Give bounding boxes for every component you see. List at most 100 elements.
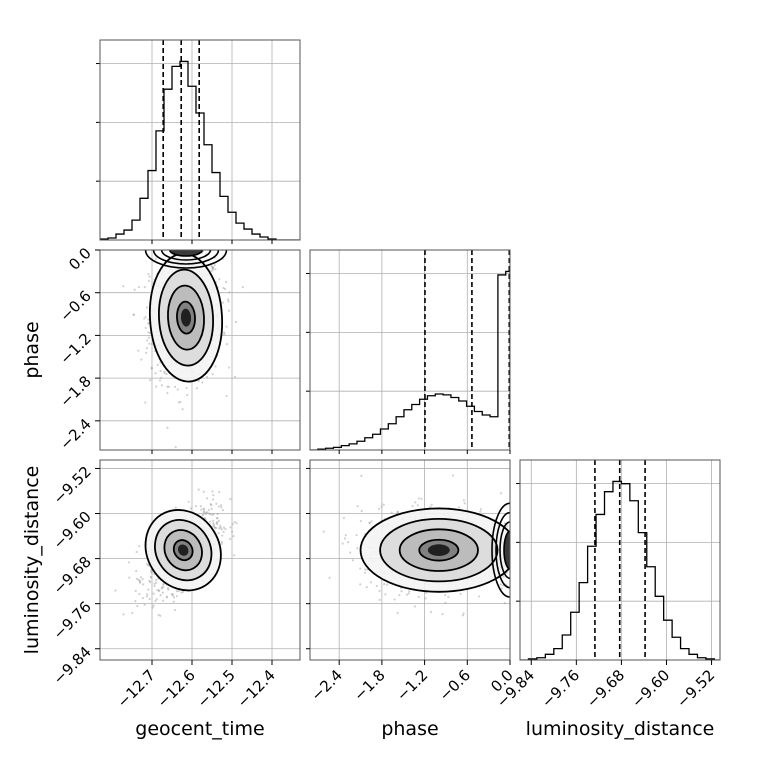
scatter-point bbox=[159, 594, 162, 597]
x-tick-label-phase: −2.4 bbox=[308, 666, 346, 704]
scatter-point bbox=[165, 595, 168, 598]
scatter-point bbox=[223, 331, 226, 334]
scatter-point bbox=[368, 521, 371, 524]
scatter-point bbox=[230, 530, 234, 533]
scatter-point bbox=[235, 522, 238, 525]
scatter-point bbox=[499, 583, 502, 586]
scatter-point bbox=[369, 581, 372, 584]
scatter-point bbox=[211, 373, 214, 376]
scatter-point bbox=[167, 385, 170, 388]
contour-line-0 bbox=[418, 538, 460, 562]
scatter-point bbox=[134, 589, 137, 592]
scatter-point bbox=[141, 597, 145, 600]
scatter-point bbox=[349, 551, 352, 554]
scatter-point bbox=[479, 508, 483, 511]
scatter-point bbox=[150, 367, 153, 370]
scatter-point bbox=[215, 526, 218, 530]
scatter-point bbox=[154, 385, 158, 388]
scatter-point bbox=[211, 490, 214, 493]
scatter-point bbox=[218, 491, 221, 494]
panel-frame bbox=[309, 249, 511, 451]
scatter-point bbox=[154, 257, 157, 260]
scatter-point bbox=[151, 606, 154, 609]
scatter-point bbox=[478, 595, 481, 598]
scatter-point bbox=[143, 603, 146, 606]
scatter-point bbox=[147, 336, 151, 339]
scatter-point bbox=[216, 523, 219, 526]
scatter-point bbox=[216, 512, 219, 516]
edge-contour bbox=[499, 521, 510, 580]
scatter-point bbox=[224, 287, 227, 291]
scatter-point bbox=[220, 542, 223, 545]
scatter-point bbox=[233, 375, 237, 379]
y-tick-label-phase: 0.0 bbox=[65, 244, 95, 274]
scatter-point bbox=[364, 571, 367, 574]
scatter-point bbox=[413, 605, 416, 608]
scatter-point bbox=[179, 400, 182, 404]
density-peak bbox=[427, 544, 450, 556]
contour-line-3 bbox=[359, 507, 510, 593]
scatter-point bbox=[503, 602, 506, 605]
scatter-point bbox=[229, 537, 232, 540]
scatter-point bbox=[211, 266, 214, 269]
scatter-point bbox=[207, 508, 210, 512]
scatter-point bbox=[173, 385, 177, 388]
scatter-point bbox=[380, 505, 383, 508]
scatter-point bbox=[452, 474, 455, 477]
scatter-point bbox=[204, 512, 207, 516]
scatter-point bbox=[218, 527, 221, 530]
scatter-point bbox=[136, 604, 139, 608]
scatter-point bbox=[232, 535, 235, 538]
scatter-point bbox=[177, 401, 181, 404]
scatter-point bbox=[233, 554, 236, 557]
scatter-point bbox=[234, 320, 238, 324]
edge-contour bbox=[495, 511, 510, 589]
scatter-point bbox=[149, 576, 152, 579]
panel-frame bbox=[309, 459, 511, 661]
x-tick-label-geocent_time: −12.6 bbox=[154, 666, 199, 711]
x-axis-label-geocent_time: geocent_time bbox=[135, 718, 264, 740]
scatter-point bbox=[233, 521, 236, 524]
edge-contour bbox=[160, 250, 212, 261]
scatter-point bbox=[194, 505, 197, 508]
histogram-step-luminosity_distance bbox=[520, 480, 720, 660]
scatter-point bbox=[146, 339, 149, 342]
edge-contour bbox=[503, 530, 510, 570]
scatter-point bbox=[429, 505, 432, 509]
scatter-point bbox=[143, 317, 146, 320]
scatter-point bbox=[214, 268, 217, 271]
y-axis-label-luminosity_distance: luminosity_distance bbox=[21, 466, 43, 655]
contour-line-3 bbox=[144, 509, 222, 592]
scatter-point bbox=[144, 401, 147, 404]
scatter-point bbox=[213, 526, 216, 529]
scatter-point bbox=[459, 592, 462, 595]
scatter-point bbox=[344, 534, 347, 537]
scatter-point bbox=[411, 504, 414, 508]
scatter-point bbox=[172, 596, 176, 599]
scatter-point bbox=[149, 378, 152, 382]
scatter-point bbox=[211, 267, 214, 270]
scatter-point bbox=[383, 583, 386, 586]
scatter-point bbox=[430, 503, 433, 506]
scatter-point bbox=[210, 264, 213, 268]
scatter-point bbox=[154, 372, 157, 375]
scatter-point bbox=[175, 590, 179, 593]
scatter-point bbox=[393, 598, 396, 601]
scatter-point bbox=[214, 365, 217, 368]
x-tick-label-geocent_time: −12.7 bbox=[114, 666, 159, 711]
scatter-point bbox=[162, 585, 165, 589]
scatter-point bbox=[165, 596, 168, 599]
scatter-point bbox=[156, 588, 159, 592]
scatter-point bbox=[138, 592, 141, 596]
scatter-point bbox=[147, 563, 150, 567]
scatter-point bbox=[405, 593, 409, 596]
scatter-point bbox=[167, 588, 170, 591]
x-tick-label-phase: −1.2 bbox=[393, 666, 431, 704]
scatter-point bbox=[114, 589, 117, 592]
scatter-point bbox=[210, 507, 213, 510]
scatter-point bbox=[174, 446, 177, 449]
scatter-point bbox=[148, 579, 151, 583]
scatter-point bbox=[414, 501, 417, 504]
scatter-point bbox=[342, 516, 345, 520]
scatter-point bbox=[211, 513, 214, 517]
